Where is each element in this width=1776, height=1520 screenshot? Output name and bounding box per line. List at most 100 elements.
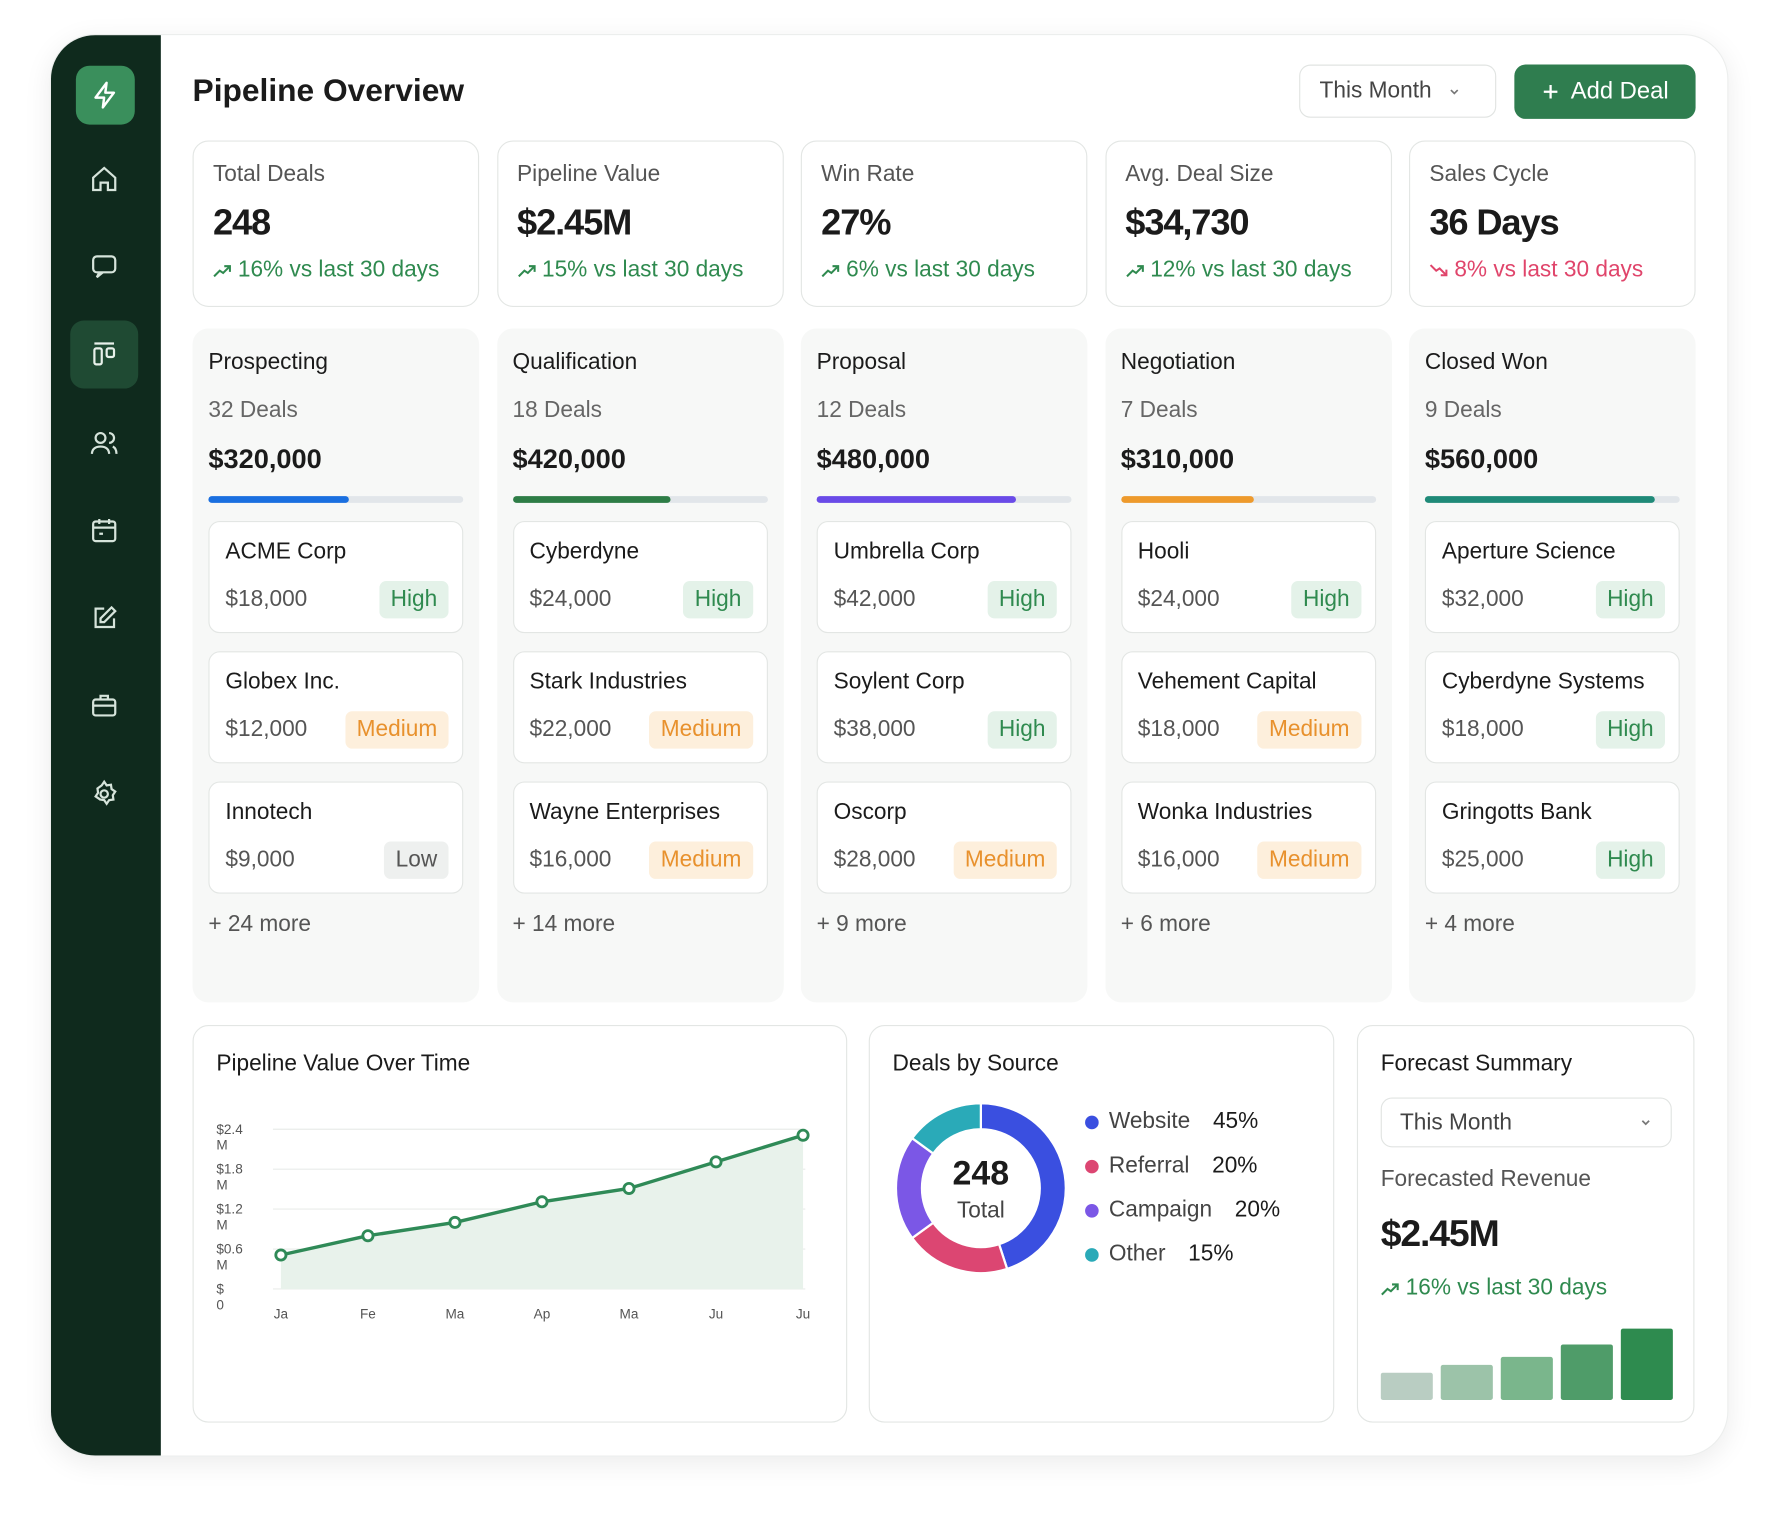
more-link[interactable]: + 9 more [816,911,907,937]
add-deal-button[interactable]: Add Deal [1514,64,1696,119]
nav-settings[interactable] [70,760,138,828]
kpi-change: 12% vs last 30 days [1125,257,1352,283]
more-link[interactable]: + 6 more [1120,911,1211,937]
x-tick-label: Ju [709,1306,723,1321]
kpi-change-text: 15% vs last 30 days [541,257,744,283]
trend-head [1440,269,1448,276]
nav-notes[interactable] [70,584,138,652]
stage-name: Qualification [512,349,638,375]
donut-center-value: 248 [953,1155,1010,1193]
deal-amount: $18,000 [1137,716,1220,742]
stage-column: Prospecting 32 Deals $320,000 ACME Corp $18,… [192,328,480,1003]
stage-count: 32 Deals [208,397,298,423]
deal-card[interactable]: Cyberdyne $24,000 High [512,521,768,634]
nav-home[interactable] [70,145,138,213]
legend-item: Campaign 20% [1085,1197,1280,1223]
logo[interactable] [75,65,135,125]
deal-card[interactable]: Wayne Enterprises $16,000 Medium [512,781,768,894]
nav-calendar[interactable] [70,496,138,564]
priority-badge: High [683,581,753,619]
page-title: Pipeline Overview [192,72,465,108]
priority-badge: Medium [1257,711,1361,749]
forecast-label: Forecasted Revenue [1380,1166,1592,1192]
deal-card[interactable]: Cyberdyne Systems $18,000 High [1424,651,1680,764]
deal-card[interactable]: Wonka Industries $16,000 Medium [1120,781,1376,894]
kpi-value: 36 Days [1429,201,1559,243]
legend-dot [1085,1247,1099,1262]
point [361,1229,375,1243]
progress-fill [1120,496,1254,503]
deal-card[interactable]: ACME Corp $18,000 High [208,521,464,634]
stage-column: Closed Won 9 Deals $560,000 Aperture Scienc… [1409,328,1696,1003]
more-link[interactable]: + 14 more [512,911,616,937]
forecast-dropdown[interactable]: This Month [1380,1097,1672,1148]
stage-value: $310,000 [1120,443,1235,475]
deal-row: $24,000 High [529,581,767,619]
nav-pipeline[interactable] [70,320,139,389]
priority-badge: Medium [649,711,753,749]
priority-badge: High [379,581,449,619]
deal-name: Wayne Enterprises [529,799,721,825]
deal-card[interactable]: Aperture Science $32,000 High [1424,521,1680,634]
deal-row: $18,000 High [225,581,462,619]
deal-name: Umbrella Corp [833,539,980,565]
progress-track [1424,496,1680,503]
deal-amount: $16,000 [529,847,612,873]
y-tick-label: $1.8 M [216,1162,242,1193]
deal-card[interactable]: Oscorp $28,000 Medium [816,781,1072,894]
forecast-period: This Month [1399,1109,1513,1135]
donut-segment [910,1102,983,1156]
deal-card[interactable]: Stark Industries $22,000 Medium [512,651,768,764]
kpi-card: Avg. Deal Size $34,730 12% vs last 30 days [1104,140,1392,307]
deal-card[interactable]: Vehement Capital $18,000 Medium [1120,651,1376,764]
deal-amount: $28,000 [833,847,916,873]
deal-row: $42,000 High [834,581,1071,619]
deal-card[interactable]: Innotech $9,000 Low [208,781,464,894]
kpi-change: 16% vs last 30 days [213,257,439,283]
deal-row: $18,000 Medium [1137,711,1375,749]
deal-row: $38,000 High [834,711,1071,749]
kpi-label: Pipeline Value [517,161,661,187]
trend-icon [1381,1282,1399,1295]
legend-value: 45% [1212,1108,1259,1134]
priority-badge: High [1291,581,1361,619]
chevron-path [1641,1120,1650,1126]
deal-card[interactable]: Globex Inc. $12,000 Medium [208,651,464,764]
period-label: This Month [1319,78,1432,104]
forecast-value: $2.45M [1380,1211,1500,1254]
deal-card[interactable]: Soylent Corp $38,000 High [816,651,1072,764]
kpi-value: $34,730 [1125,201,1249,243]
priority-badge: High [1595,711,1665,749]
period-dropdown[interactable]: This Month [1299,64,1497,118]
trend-head [1136,264,1144,272]
kpi-change-text: 6% vs last 30 days [846,257,1035,283]
kpi-change: 8% vs last 30 days [1429,257,1643,283]
point [796,1128,810,1142]
y-tick-label: $1.2 M [216,1202,242,1233]
deal-amount: $24,000 [529,586,612,612]
more-link[interactable]: + 24 more [208,911,312,937]
legend-name: Campaign [1108,1197,1213,1223]
trend-line [821,264,839,277]
nav-messages[interactable] [70,232,138,300]
y-tick-label: $0.6 M [216,1242,242,1273]
kpi-value: $2.45M [517,201,632,243]
nav-deals[interactable] [70,672,138,740]
donut-segment [910,1221,1009,1275]
more-link[interactable]: + 4 more [1424,911,1515,937]
forecast-change: 16% vs last 30 days [1381,1275,1607,1301]
priority-badge: Medium [649,841,753,879]
priority-badge: Medium [345,711,449,749]
legend-dot [1085,1115,1099,1129]
deal-card[interactable]: Hooli $24,000 High [1120,521,1376,634]
kpi-change-text: 8% vs last 30 days [1454,257,1644,283]
line-chart: $0 $0.6 M $1.2 M $1.8 M $2.4 M Ja Fe Ma Ap Ma Ju Ju [216,1122,810,1322]
deal-card[interactable]: Gringotts Bank $25,000 High [1424,781,1680,894]
priority-badge: Low [384,841,449,879]
point [709,1155,723,1169]
bar [1440,1364,1493,1400]
nav-contacts[interactable] [70,409,138,477]
deal-card[interactable]: Umbrella Corp $42,000 High [816,521,1072,634]
stage-value: $480,000 [816,443,931,475]
